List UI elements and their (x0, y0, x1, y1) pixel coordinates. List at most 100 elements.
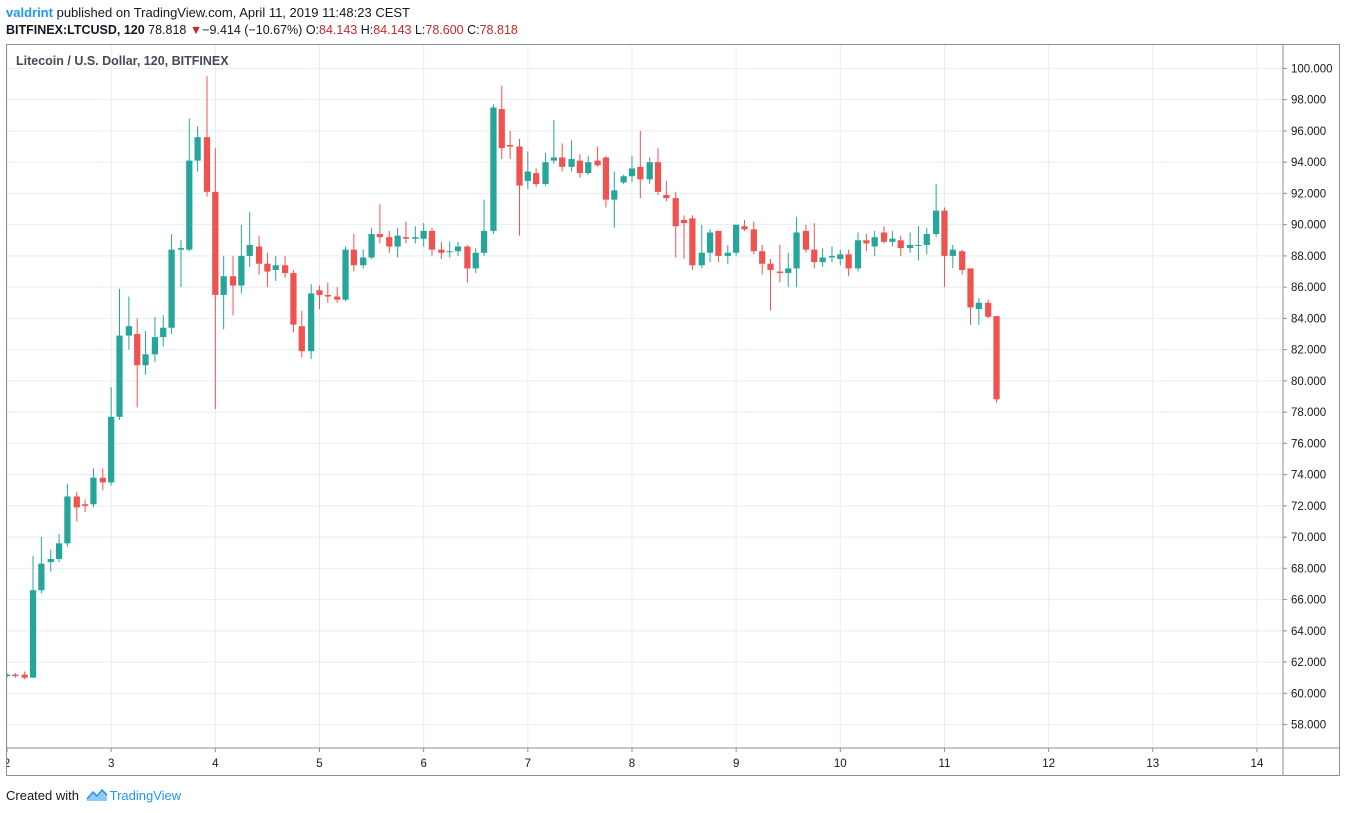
candle[interactable] (38, 537, 45, 594)
candle[interactable] (412, 226, 419, 244)
candle[interactable] (802, 224, 810, 253)
candle[interactable] (837, 249, 844, 266)
candle[interactable] (767, 259, 774, 311)
candle[interactable] (967, 268, 974, 325)
candle[interactable] (386, 230, 393, 253)
author-name[interactable]: valdrint (6, 5, 53, 20)
candle[interactable] (542, 152, 549, 186)
candle[interactable] (490, 104, 497, 235)
candle[interactable] (975, 298, 982, 325)
candle[interactable] (663, 180, 670, 202)
candle[interactable] (177, 240, 185, 288)
candle[interactable] (915, 226, 922, 261)
candle[interactable] (759, 244, 766, 275)
candle[interactable] (993, 316, 1000, 403)
candle[interactable] (142, 330, 149, 375)
candle[interactable] (324, 282, 331, 303)
candle[interactable] (246, 212, 253, 267)
candle[interactable] (55, 533, 63, 563)
candle[interactable] (689, 215, 696, 270)
candle[interactable] (480, 199, 488, 256)
candle[interactable] (533, 168, 540, 188)
candle[interactable] (871, 230, 878, 256)
candle[interactable] (724, 244, 731, 264)
candle[interactable] (680, 215, 688, 260)
candle[interactable] (498, 85, 505, 160)
candle[interactable] (985, 299, 992, 319)
candle[interactable] (628, 155, 636, 183)
candle[interactable] (64, 483, 71, 547)
candle[interactable] (186, 118, 193, 252)
candle[interactable] (160, 315, 167, 347)
candle[interactable] (446, 241, 453, 258)
candle[interactable] (116, 288, 123, 420)
chart-container[interactable]: 58.000 60.000 62.000 64.000 66.000 68.000 70.0… (6, 44, 1340, 776)
candle[interactable] (290, 269, 297, 333)
candle[interactable] (203, 76, 211, 197)
candle[interactable] (90, 468, 97, 508)
candle[interactable] (594, 146, 601, 167)
candle[interactable] (298, 310, 305, 358)
candle[interactable] (524, 151, 531, 189)
tradingview-logo-icon[interactable] (86, 788, 108, 802)
candle[interactable] (368, 227, 375, 260)
candle[interactable] (819, 248, 826, 267)
candle[interactable] (933, 184, 940, 238)
candle[interactable] (811, 223, 818, 269)
tradingview-brand-link[interactable]: TradingView (109, 788, 182, 803)
candle[interactable] (611, 171, 618, 228)
candle[interactable] (12, 673, 19, 678)
candle[interactable] (47, 549, 54, 572)
candle[interactable] (229, 255, 237, 316)
candle[interactable] (334, 287, 341, 303)
candle[interactable] (438, 241, 445, 260)
candle[interactable] (402, 221, 410, 244)
candle[interactable] (360, 249, 367, 269)
candle[interactable] (168, 234, 175, 335)
candle[interactable] (255, 235, 263, 275)
candle[interactable] (959, 249, 966, 275)
candle[interactable] (108, 387, 115, 486)
candle[interactable] (585, 155, 592, 175)
candle[interactable] (7, 673, 11, 678)
candle[interactable] (828, 246, 836, 263)
candle[interactable] (420, 223, 427, 247)
candle[interactable] (99, 468, 106, 491)
candle[interactable] (506, 130, 514, 160)
candle[interactable] (264, 252, 271, 288)
candle[interactable] (576, 154, 584, 178)
candle[interactable] (73, 491, 80, 522)
candle[interactable] (889, 230, 896, 247)
candle[interactable] (750, 221, 757, 255)
candle[interactable] (620, 174, 627, 185)
candle[interactable] (672, 191, 679, 258)
candle[interactable] (428, 227, 436, 256)
candle[interactable] (21, 671, 28, 680)
candle[interactable] (776, 244, 784, 283)
candle[interactable] (906, 232, 914, 253)
candle[interactable] (793, 216, 800, 288)
candle[interactable] (845, 249, 852, 277)
candle[interactable] (880, 226, 888, 244)
time-axis[interactable]: 2 3 4 5 6 7 8 9 10 11 12 13 14 (7, 748, 1264, 770)
price-axis[interactable]: 58.000 60.000 62.000 64.000 66.000 68.000 70.0… (1283, 63, 1333, 732)
candle[interactable] (646, 157, 653, 185)
candle[interactable] (134, 318, 141, 408)
candle[interactable] (151, 316, 159, 363)
candle[interactable] (516, 138, 523, 236)
candle[interactable] (238, 224, 245, 294)
candle[interactable] (281, 255, 289, 278)
candle[interactable] (949, 244, 956, 269)
candle[interactable] (376, 204, 384, 244)
candle[interactable] (29, 555, 37, 678)
candle[interactable] (272, 255, 279, 281)
candle[interactable] (472, 248, 479, 274)
candle[interactable] (715, 230, 722, 263)
candle[interactable] (654, 148, 662, 195)
candle[interactable] (698, 224, 705, 269)
candle[interactable] (706, 229, 714, 263)
candle[interactable] (863, 234, 870, 252)
candle[interactable] (637, 130, 644, 199)
candle[interactable] (559, 143, 566, 172)
candle[interactable] (464, 244, 471, 283)
